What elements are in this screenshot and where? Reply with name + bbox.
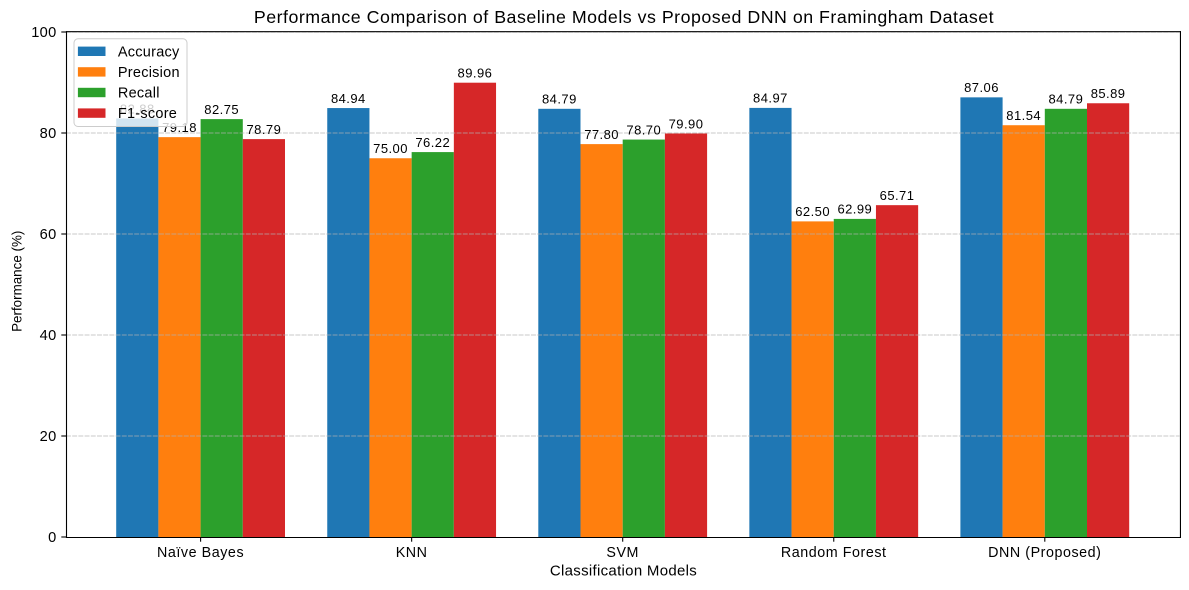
svg-text:84.79: 84.79 [1049,92,1084,107]
svg-text:84.94: 84.94 [331,91,366,106]
svg-text:62.50: 62.50 [795,204,830,219]
svg-text:Precision: Precision [118,65,180,81]
svg-text:Performance Comparison of Base: Performance Comparison of Baseline Model… [254,7,994,27]
svg-text:40: 40 [40,328,57,344]
svg-text:85.89: 85.89 [1091,86,1126,101]
svg-text:20: 20 [40,429,57,445]
svg-text:Classification Models: Classification Models [550,563,697,580]
svg-text:DNN (Proposed): DNN (Proposed) [988,545,1101,561]
svg-text:Naïve Bayes: Naïve Bayes [157,545,244,561]
svg-text:78.70: 78.70 [626,122,661,137]
svg-text:84.79: 84.79 [542,92,577,107]
svg-text:62.99: 62.99 [837,202,872,217]
svg-text:Recall: Recall [118,86,160,102]
svg-text:60: 60 [40,227,57,243]
svg-text:81.54: 81.54 [1006,108,1041,123]
svg-text:SVM: SVM [606,545,639,561]
svg-text:Performance (%): Performance (%) [10,231,25,332]
svg-text:84.97: 84.97 [753,91,788,106]
svg-text:Accuracy: Accuracy [118,44,180,60]
svg-text:KNN: KNN [396,545,428,561]
svg-text:89.96: 89.96 [458,66,493,81]
svg-text:79.90: 79.90 [669,116,704,131]
svg-text:77.80: 77.80 [584,127,619,142]
svg-text:80: 80 [40,126,57,142]
svg-text:87.06: 87.06 [964,80,999,95]
svg-text:Random Forest: Random Forest [781,545,887,561]
svg-text:0: 0 [48,530,56,546]
svg-text:82.75: 82.75 [204,102,239,117]
svg-text:F1-score: F1-score [118,106,177,122]
svg-text:65.71: 65.71 [880,188,915,203]
svg-text:75.00: 75.00 [373,141,408,156]
svg-text:76.22: 76.22 [415,135,450,150]
svg-text:100: 100 [31,25,56,41]
svg-text:78.79: 78.79 [247,122,282,137]
